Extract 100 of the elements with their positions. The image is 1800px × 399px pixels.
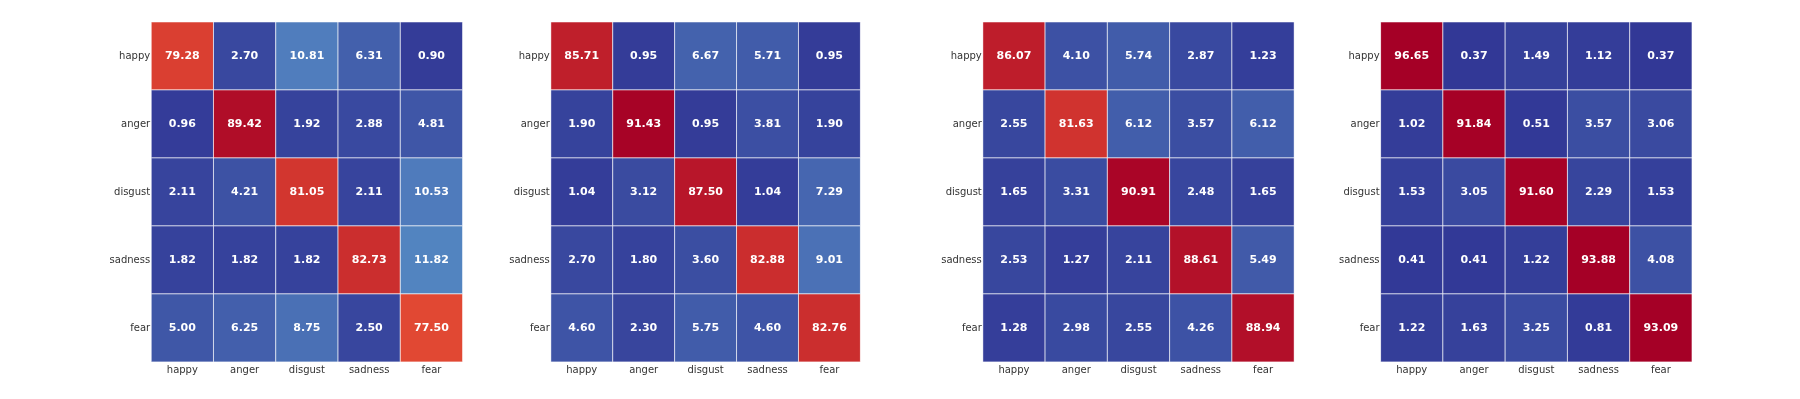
x-tick-label: anger: [1459, 363, 1490, 375]
y-tick-label: fear: [130, 322, 152, 334]
x-tick-label: fear: [1650, 363, 1672, 375]
data-label: 1.22: [1398, 320, 1426, 334]
data-label: 82.88: [750, 252, 785, 266]
data-label: 0.90: [417, 48, 446, 62]
data-label: 5.75: [692, 320, 720, 334]
data-label: 1.12: [1585, 48, 1613, 62]
data-label: 3.12: [630, 184, 658, 198]
data-label: 1.22: [1522, 252, 1550, 266]
data-label: 2.48: [1187, 184, 1215, 198]
data-label: 1.82: [293, 252, 321, 266]
y-tick-label: sadness: [1338, 254, 1380, 266]
y-tick-label: disgust: [114, 186, 151, 198]
data-label: 96.65: [1394, 48, 1430, 62]
y-tick-label: fear: [961, 322, 983, 334]
data-label: 3.60: [692, 252, 720, 266]
data-label: 91.60: [1518, 184, 1555, 198]
data-label: 1.80: [630, 252, 658, 266]
data-label: 93.09: [1643, 320, 1679, 334]
data-label: 2.87: [1187, 48, 1215, 62]
data-label: 1.53: [1398, 184, 1426, 198]
y-tick-label: anger: [121, 118, 152, 130]
y-tick-label: disgust: [513, 186, 550, 198]
data-label: 1.90: [815, 116, 844, 130]
data-label: 0.95: [692, 116, 720, 130]
x-tick-label: anger: [1061, 363, 1092, 375]
data-label: 2.88: [355, 116, 383, 130]
x-tick-label: anger: [230, 363, 261, 375]
y-tick-label: happy: [1348, 50, 1380, 62]
x-tick-label: happy: [566, 363, 598, 375]
data-label: 3.81: [753, 116, 782, 130]
data-label: 91.84: [1456, 116, 1492, 130]
data-label: 1.90: [568, 116, 596, 130]
x-tick-label: disgust: [687, 363, 724, 375]
y-tick-label: happy: [119, 50, 151, 62]
x-tick-label: happy: [998, 363, 1030, 375]
data-label: 4.81: [417, 116, 446, 130]
data-label: 1.23: [1249, 48, 1277, 62]
data-label: 7.29: [815, 184, 844, 198]
data-label: 82.76: [812, 320, 848, 334]
data-label: 2.70: [568, 252, 596, 266]
data-label: 10.53: [414, 184, 449, 198]
x-tick-label: sadness: [348, 363, 390, 375]
x-tick-label: disgust: [288, 363, 326, 375]
x-tick-label: disgust: [1518, 363, 1555, 375]
data-label: 3.57: [1187, 116, 1215, 130]
y-tick-label: anger: [1350, 118, 1381, 130]
data-label: 5.74: [1124, 48, 1153, 62]
x-tick-label: sadness: [1180, 363, 1222, 375]
x-tick-label: happy: [166, 363, 198, 375]
data-label: 93.88: [1581, 252, 1616, 266]
data-label: 9.01: [815, 252, 844, 266]
data-label: 90.91: [1121, 184, 1156, 198]
data-label: 3.05: [1460, 184, 1488, 198]
data-label: 6.25: [231, 320, 259, 334]
data-label: 3.57: [1585, 116, 1613, 130]
data-label: 0.95: [815, 48, 844, 62]
data-label: 0.95: [630, 48, 658, 62]
data-label: 0.41: [1398, 252, 1426, 266]
x-tick-label: disgust: [1120, 363, 1157, 375]
data-label: 0.41: [1460, 252, 1488, 266]
x-tick-label: happy: [1396, 363, 1428, 375]
data-label: 1.04: [568, 184, 596, 198]
x-tick-label: fear: [819, 363, 841, 375]
data-label: 4.08: [1647, 252, 1675, 266]
data-label: 88.61: [1183, 252, 1219, 266]
data-label: 82.73: [351, 252, 387, 266]
data-label: 0.51: [1522, 116, 1550, 130]
data-label: 81.05: [289, 184, 325, 198]
data-label: 2.70: [231, 48, 259, 62]
y-tick-label: happy: [518, 50, 550, 62]
data-label: 2.30: [630, 320, 658, 334]
x-tick-label: fear: [421, 363, 443, 375]
data-label: 2.11: [355, 184, 383, 198]
data-label: 87.50: [688, 184, 724, 198]
data-label: 0.81: [1585, 320, 1613, 334]
data-label: 77.50: [414, 320, 450, 334]
data-label: 1.65: [1249, 184, 1277, 198]
data-label: 2.55: [1124, 320, 1153, 334]
y-tick-label: anger: [520, 118, 551, 130]
data-label: 1.92: [293, 116, 321, 130]
y-tick-label: sadness: [109, 254, 151, 266]
data-label: 3.06: [1647, 116, 1675, 130]
data-label: 85.71: [564, 48, 600, 62]
data-label: 11.82: [414, 252, 449, 266]
data-label: 6.67: [692, 48, 720, 62]
y-tick-label: fear: [529, 322, 551, 334]
data-label: 1.04: [753, 184, 782, 198]
x-tick-label: fear: [1253, 363, 1274, 375]
y-tick-label: sadness: [509, 254, 550, 266]
data-label: 3.31: [1062, 184, 1090, 198]
data-label: 1.53: [1647, 184, 1675, 198]
data-label: 1.27: [1062, 252, 1090, 266]
data-label: 6.12: [1249, 116, 1277, 130]
x-tick-label: anger: [629, 363, 660, 375]
data-label: 4.21: [231, 184, 259, 198]
data-label: 1.82: [231, 252, 259, 266]
y-tick-label: disgust: [1343, 186, 1380, 198]
data-label: 91.43: [626, 116, 662, 130]
